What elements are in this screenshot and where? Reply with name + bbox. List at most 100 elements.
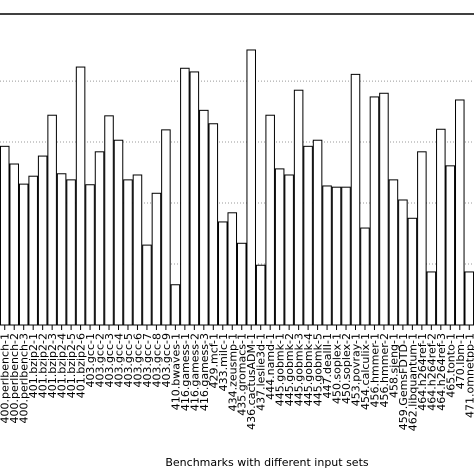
x-tick-label: 462.libquantum-1 (406, 333, 419, 431)
bar (293, 89, 304, 326)
bar (274, 168, 285, 326)
x-tick-label: 471.omnetpp-1 (463, 333, 474, 418)
bar (303, 145, 313, 326)
bar (255, 264, 266, 326)
bar (284, 174, 294, 326)
x-tick-label: 416.gamess-2 (188, 333, 201, 411)
x-tick-label: 401.bzip2-1 (27, 333, 40, 398)
bar (360, 227, 370, 326)
x-tick-label: 447.dealII-1 (321, 333, 334, 399)
x-tick-label: 434.zeusmp-1 (226, 333, 239, 411)
x-tick-label: 456.hmmer-2 (378, 333, 391, 407)
bar (246, 49, 256, 326)
x-tick-label: 400.perlbench-1 (0, 333, 12, 424)
bar (445, 165, 456, 326)
bar (350, 73, 361, 326)
bar (189, 71, 200, 326)
x-tick-label: 403.gcc-4 (113, 333, 126, 388)
bar (161, 129, 171, 326)
bar (85, 184, 95, 326)
x-tick-label: 458.sjeng-1 (387, 333, 400, 398)
bar (426, 271, 437, 326)
bar (142, 244, 152, 326)
x-tick-label: 403.gcc-2 (94, 333, 107, 388)
x-tick-label: 403.gcc-9 (160, 333, 173, 388)
x-tick-label: 403.gcc-7 (141, 333, 154, 388)
x-tick-label: 450.soplex-1 (331, 333, 344, 404)
x-tick-label: 445.gobmk-5 (312, 333, 325, 406)
bar (66, 179, 76, 326)
bar (398, 199, 408, 326)
x-tick-label: 410.bwaves-1 (169, 333, 182, 410)
bar (9, 163, 19, 326)
x-tick-label: 416.gamess-1 (179, 333, 192, 411)
x-tick-label: 459.GemsFDTD-1 (397, 333, 410, 430)
x-tick-label: 401.bzip2-6 (75, 333, 88, 398)
x-tick-label: 444.namd-1 (264, 333, 277, 400)
bar (123, 179, 133, 326)
x-tick-label: 400.perlbench-2 (8, 333, 21, 424)
bar (94, 151, 105, 326)
x-tick-label: 450.soplex-2 (340, 333, 353, 404)
bar (379, 92, 389, 326)
bar (37, 155, 48, 326)
bar (265, 114, 275, 326)
bar (388, 179, 399, 326)
x-tick-label: 401.bzip2-2 (37, 333, 50, 398)
x-tick-label: 435.gromacs-1 (236, 333, 249, 416)
x-tick-label: 403.gcc-6 (131, 333, 144, 388)
x-tick-label: 403.gcc-3 (103, 333, 116, 388)
bar (312, 139, 323, 326)
x-tick-label: 401.bzip2-3 (46, 333, 59, 398)
x-tick-label: 445.gobmk-3 (293, 333, 306, 406)
bar (18, 183, 29, 326)
bar (417, 151, 427, 326)
x-tick-label: 464.h264ref-2 (425, 333, 438, 411)
bar (464, 271, 474, 326)
bar (236, 242, 247, 326)
bar (56, 173, 67, 326)
bar (28, 175, 38, 326)
bar (369, 96, 380, 326)
x-axis-label: Benchmarks with different input sets (165, 456, 369, 469)
x-tick-label: 464.h264ref-3 (435, 333, 448, 411)
bar (455, 99, 465, 326)
x-tick-label: 403.gcc-1 (84, 333, 97, 388)
x-tick-label: 456.hmmer-1 (368, 333, 381, 407)
bar (331, 186, 342, 326)
x-tick-label: 445.gobmk-2 (283, 333, 296, 406)
bar (75, 66, 86, 326)
bar (407, 217, 418, 326)
bar (227, 212, 238, 326)
bar (113, 139, 124, 326)
bar (170, 284, 181, 326)
bar (47, 114, 57, 326)
x-tick-label: 403.gcc-5 (122, 333, 135, 388)
bar (151, 192, 162, 326)
bar (208, 123, 219, 326)
x-tick-label: 400.perlbench-3 (18, 333, 31, 424)
x-tick-label: 464.h264ref-1 (416, 333, 429, 411)
bar (104, 115, 114, 326)
x-tick-label: 445.gobmk-1 (274, 333, 287, 406)
x-tick-label: 416.gamess-3 (198, 333, 211, 411)
x-tick-label: 437.leslie3d-1 (255, 333, 268, 411)
bar (199, 109, 209, 326)
bar (132, 174, 143, 326)
x-tick-label: 436.cactusADM-1 (245, 333, 258, 430)
x-tick-label: 445.gobmk-4 (302, 333, 315, 406)
x-tick-label: 401.bzip2-4 (56, 333, 69, 398)
x-tick-label: 453.povray-1 (350, 333, 363, 406)
x-tick-label: 433.milc-1 (217, 333, 230, 391)
x-tick-label: 465.tonto-1 (444, 333, 457, 398)
bar (218, 221, 228, 326)
bar (0, 145, 10, 326)
x-tick-label: 401.bzip2-5 (65, 333, 78, 398)
bar (341, 186, 351, 326)
bar (322, 185, 332, 326)
bar (180, 67, 190, 326)
x-tick-label: 454.calculix-1 (359, 333, 372, 410)
bar (436, 128, 446, 326)
x-tick-label: 470.lbm-1 (454, 333, 467, 389)
